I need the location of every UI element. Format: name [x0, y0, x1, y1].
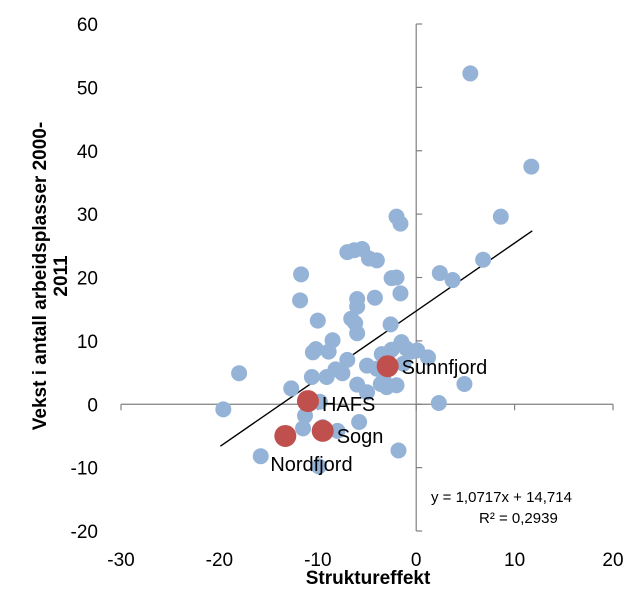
- data-point: [252, 448, 269, 465]
- data-point: [339, 351, 356, 368]
- point-label: HAFS: [322, 394, 375, 416]
- y-tick-label: 30: [77, 205, 98, 226]
- data-point: [349, 298, 366, 315]
- y-axis-title-line1: Vekst i antall arbeidsplasser 2000-: [30, 122, 51, 430]
- y-tick-label: 10: [77, 332, 98, 353]
- x-tick-label: 20: [602, 550, 623, 571]
- point-label: Sunnfjord: [402, 357, 488, 379]
- highlighted-point: [274, 424, 297, 447]
- x-tick-label: 10: [504, 550, 525, 571]
- r-squared: R² = 0,2939: [479, 510, 558, 527]
- data-point: [475, 251, 492, 268]
- point-labels: Sunnfjord HAFS Sogn Nordfjord: [270, 357, 487, 476]
- data-point: [420, 349, 437, 366]
- data-point: [382, 316, 399, 333]
- data-point: [430, 394, 447, 411]
- data-point: [309, 312, 326, 329]
- data-point: [366, 289, 383, 306]
- data-point: [395, 355, 412, 372]
- data-point: [215, 401, 232, 418]
- data-point: [523, 158, 540, 175]
- x-tick-label: -20: [206, 550, 233, 571]
- axes: [120, 23, 614, 532]
- data-point: [292, 292, 309, 309]
- data-point: [392, 285, 409, 302]
- x-tick-label: -10: [304, 550, 331, 571]
- data-point: [310, 458, 327, 475]
- x-tick-label: 0: [411, 550, 422, 571]
- data-point: [456, 375, 473, 392]
- data-point: [351, 413, 368, 430]
- highlighted-point: [296, 390, 319, 413]
- trendline-equation: y = 1,0717x + 14,714: [431, 489, 572, 506]
- data-point: [283, 380, 300, 397]
- y-tick-label: 50: [77, 78, 98, 99]
- data-point: [231, 365, 248, 382]
- data-point: [390, 442, 407, 459]
- x-tick-label: -30: [107, 550, 134, 571]
- data-point: [295, 420, 312, 437]
- data-point: [492, 208, 509, 225]
- data-point: [324, 332, 341, 349]
- y-axis-title-line2: 2011: [51, 255, 72, 297]
- y-tick-label: -10: [71, 459, 98, 480]
- highlighted-point: [311, 419, 334, 442]
- data-point: [303, 368, 320, 385]
- highlighted-points: [274, 355, 399, 447]
- y-tick-label: 60: [77, 15, 98, 36]
- data-point: [307, 341, 324, 358]
- y-tick-label: 20: [77, 269, 98, 290]
- data-point: [349, 325, 366, 342]
- y-tick-label: -20: [71, 522, 98, 543]
- data-point: [293, 266, 310, 283]
- point-label: Sogn: [337, 426, 384, 448]
- data-point: [368, 252, 385, 269]
- tick-labels: -30 -20 -10 0 10 20 -20 -10 0 10 20 30 40 50 60: [71, 15, 624, 571]
- data-point: [388, 377, 405, 394]
- y-tick-label: 0: [87, 395, 98, 416]
- data-point: [462, 65, 479, 82]
- data-point: [431, 265, 448, 282]
- data-point: [392, 215, 409, 232]
- highlighted-point: [376, 355, 399, 378]
- data-points: [215, 65, 540, 475]
- data-point: [334, 365, 351, 382]
- point-label: Nordfjord: [270, 454, 352, 476]
- data-point: [329, 422, 346, 439]
- data-point: [388, 269, 405, 286]
- y-tick-label: 40: [77, 142, 98, 163]
- data-point: [444, 272, 461, 289]
- x-axis-title: Struktureffekt: [306, 568, 431, 589]
- data-point: [359, 384, 375, 401]
